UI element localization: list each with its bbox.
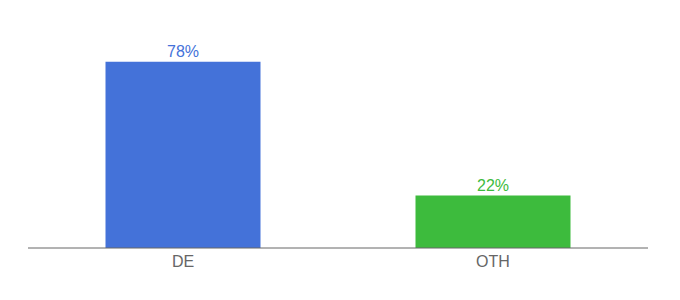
svg-text:22%: 22% (477, 177, 509, 194)
svg-text:78%: 78% (167, 43, 199, 60)
svg-text:OTH: OTH (476, 253, 510, 270)
svg-text:DE: DE (172, 253, 194, 270)
